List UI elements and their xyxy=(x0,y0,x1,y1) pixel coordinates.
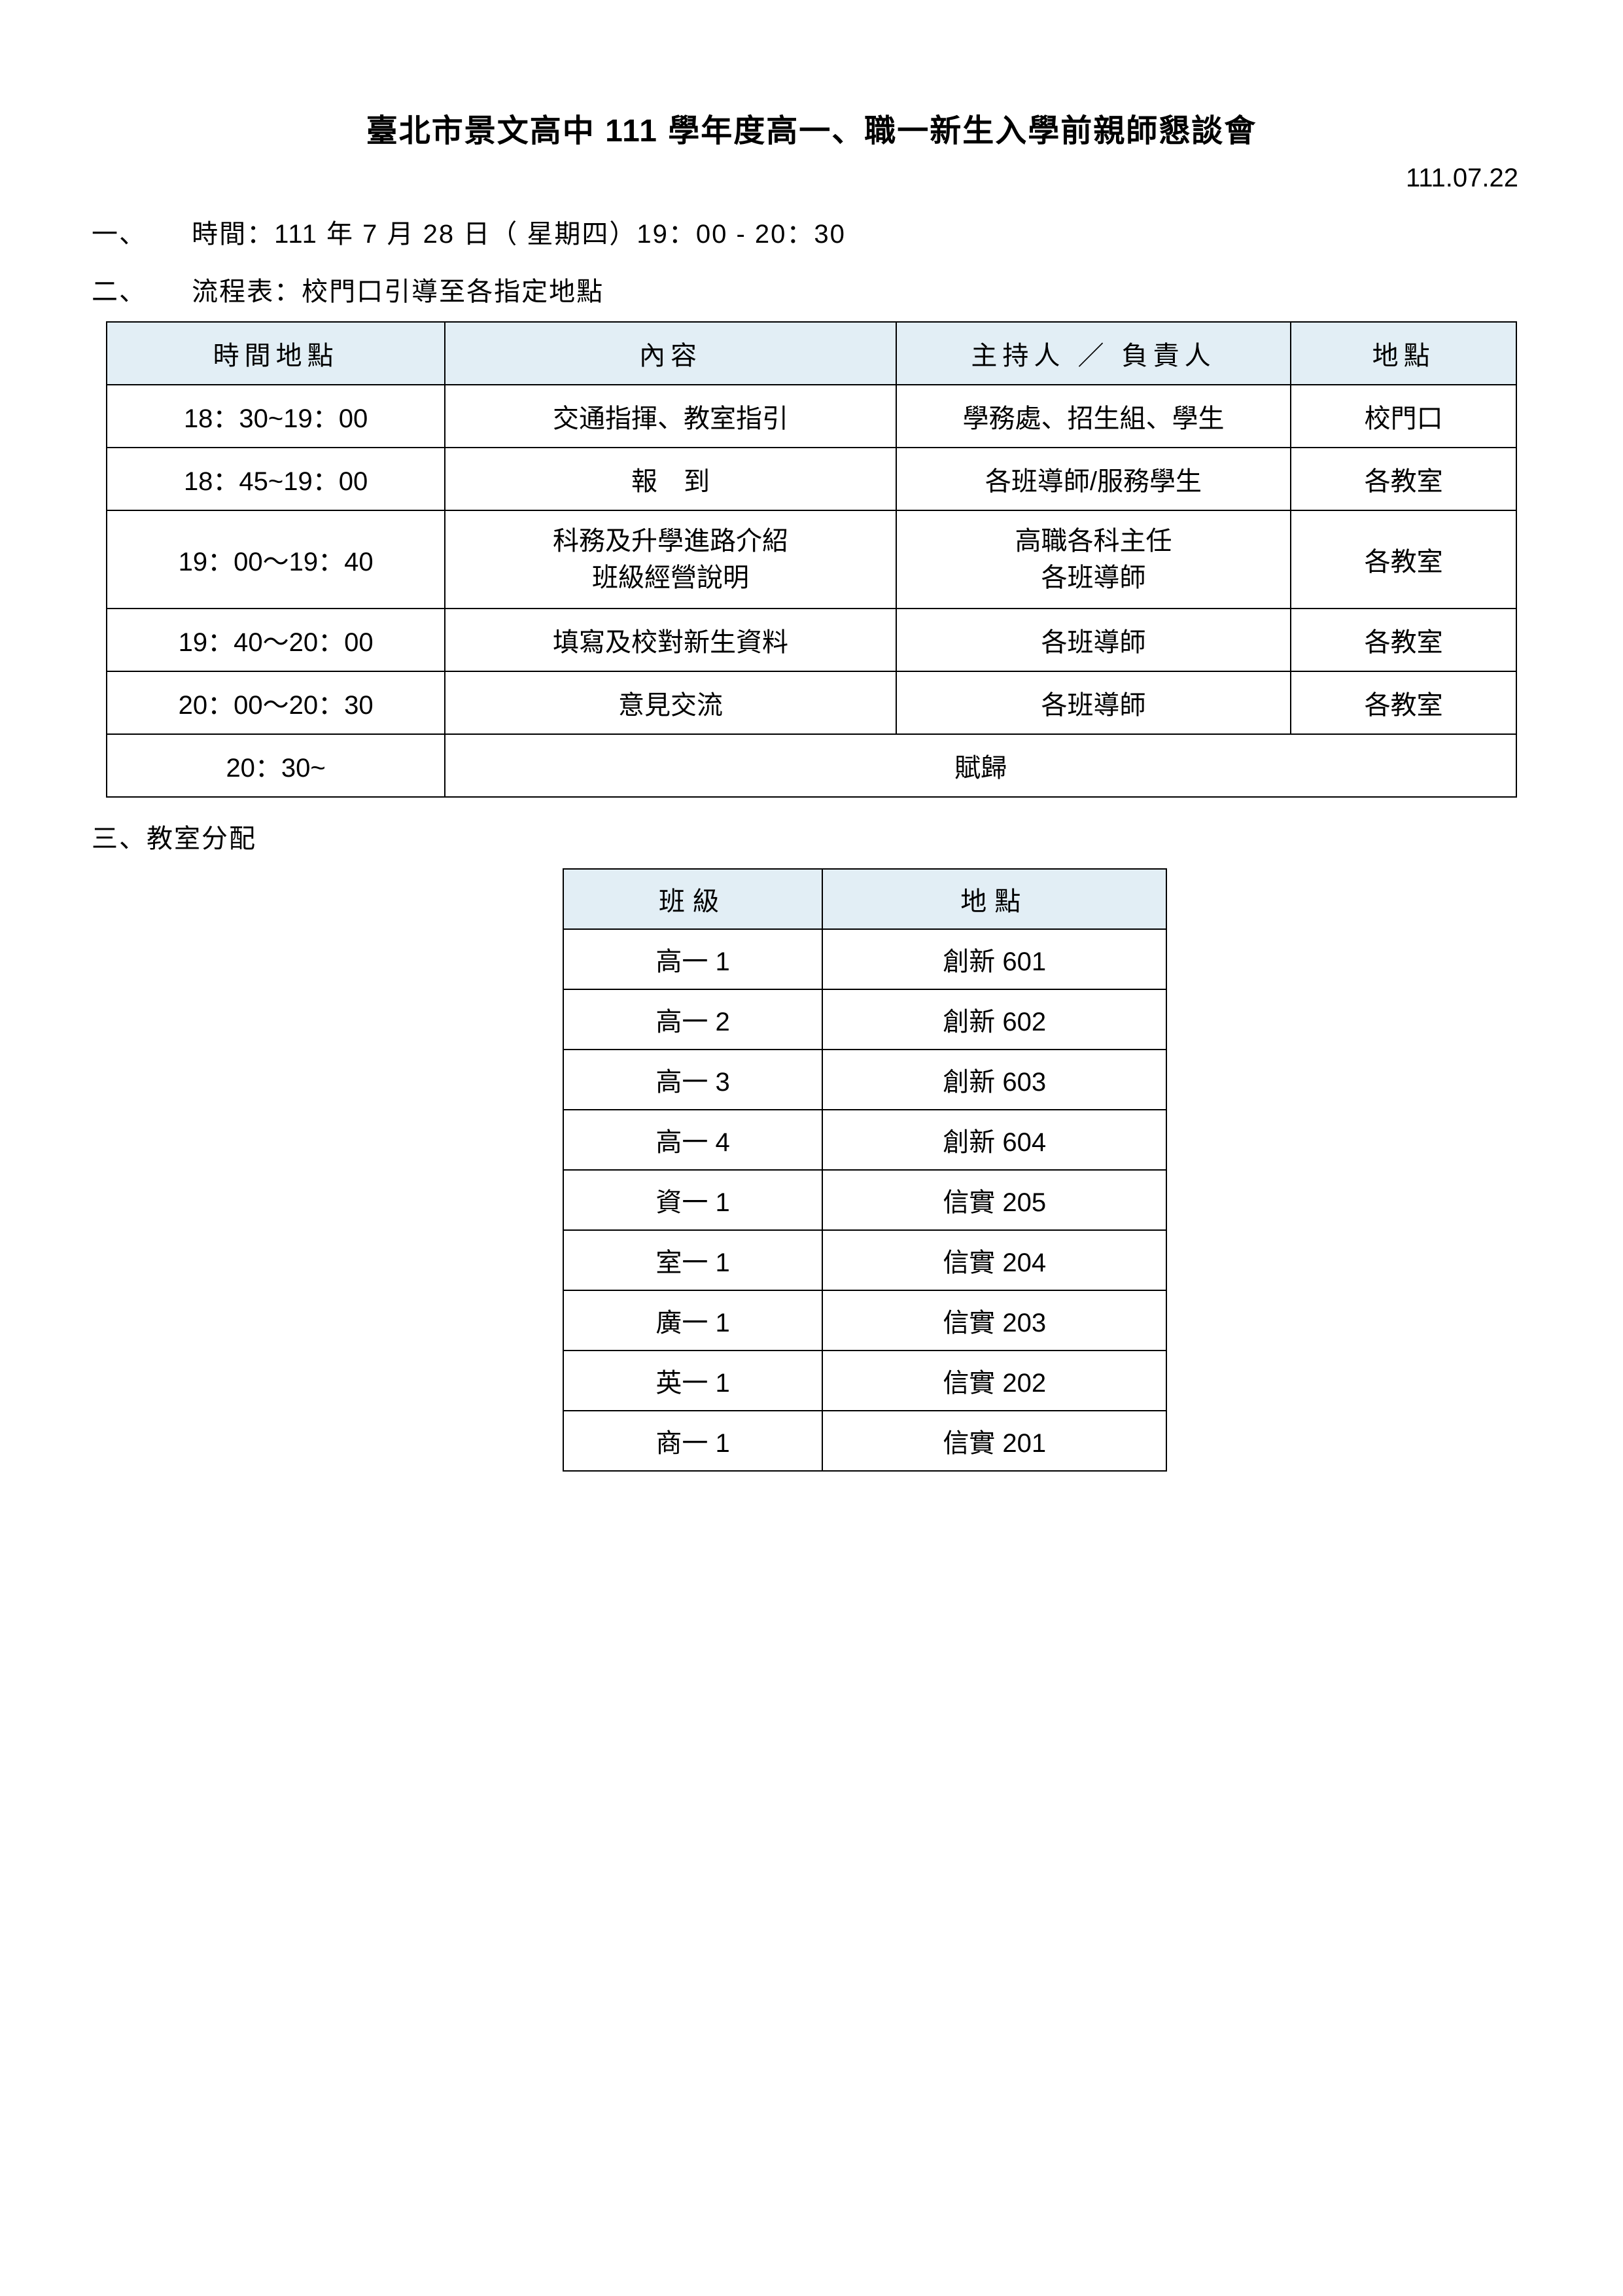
classroom-col-class: 班級 xyxy=(563,869,822,929)
table-row: 18：45~19：00報 到各班導師/服務學生各教室 xyxy=(107,448,1516,510)
schedule-cell-host: 各班導師/服務學生 xyxy=(896,448,1291,510)
table-row: 20：00～20：30意見交流各班導師各教室 xyxy=(107,671,1516,734)
classroom-cell-room: 創新 604 xyxy=(822,1110,1166,1170)
schedule-cell-place: 校門口 xyxy=(1291,385,1516,448)
document-page: 臺北市景文高中 111 學年度高一、職一新生入學前親師懇談會 111.07.22… xyxy=(0,0,1623,1472)
table-row: 室一 1信實 204 xyxy=(563,1230,1166,1290)
section-one-num: 一、 xyxy=(92,213,183,251)
classroom-cell-room: 信實 204 xyxy=(822,1230,1166,1290)
schedule-cell-time: 19：00～19：40 xyxy=(107,510,445,609)
classroom-cell-class: 高一 4 xyxy=(563,1110,822,1170)
schedule-col-content: 內容 xyxy=(445,322,896,385)
classroom-cell-room: 創新 601 xyxy=(822,929,1166,989)
classroom-cell-class: 商一 1 xyxy=(563,1411,822,1471)
table-row: 廣一 1信實 203 xyxy=(563,1290,1166,1351)
schedule-cell-time: 18：30~19：00 xyxy=(107,385,445,448)
document-title: 臺北市景文高中 111 學年度高一、職一新生入學前親師懇談會 xyxy=(92,105,1531,150)
schedule-cell-place: 各教室 xyxy=(1291,671,1516,734)
classroom-cell-room: 信實 201 xyxy=(822,1411,1166,1471)
schedule-cell-content: 交通指揮、教室指引 xyxy=(445,385,896,448)
classroom-cell-class: 英一 1 xyxy=(563,1351,822,1411)
table-row: 資一 1信實 205 xyxy=(563,1170,1166,1230)
schedule-cell-place: 各教室 xyxy=(1291,510,1516,609)
table-row: 英一 1信實 202 xyxy=(563,1351,1166,1411)
classroom-cell-class: 高一 2 xyxy=(563,989,822,1050)
schedule-body: 18：30~19：00交通指揮、教室指引學務處、招生組、學生校門口18：45~1… xyxy=(107,385,1516,797)
table-row: 19：00～19：40科務及升學進路介紹班級經營說明高職各科主任各班導師各教室 xyxy=(107,510,1516,609)
table-row: 高一 4創新 604 xyxy=(563,1110,1166,1170)
classroom-cell-room: 信實 205 xyxy=(822,1170,1166,1230)
schedule-col-time: 時間地點 xyxy=(107,322,445,385)
table-row: 19：40～20：00填寫及校對新生資料各班導師各教室 xyxy=(107,609,1516,671)
classroom-body: 高一 1創新 601高一 2創新 602高一 3創新 603高一 4創新 604… xyxy=(563,929,1166,1471)
classroom-cell-room: 信實 203 xyxy=(822,1290,1166,1351)
section-one-text: 時間：111 年 7 月 28 日（ 星期四）19：00 - 20：30 xyxy=(192,220,846,249)
schedule-cell-content: 報 到 xyxy=(445,448,896,510)
classroom-cell-room: 創新 602 xyxy=(822,989,1166,1050)
schedule-cell-host: 學務處、招生組、學生 xyxy=(896,385,1291,448)
classroom-cell-class: 廣一 1 xyxy=(563,1290,822,1351)
table-row: 高一 2創新 602 xyxy=(563,989,1166,1050)
classroom-header-row: 班級 地點 xyxy=(563,869,1166,929)
table-row: 18：30~19：00交通指揮、教室指引學務處、招生組、學生校門口 xyxy=(107,385,1516,448)
section-two-num: 二、 xyxy=(92,270,183,308)
schedule-cell-time: 20：00～20：30 xyxy=(107,671,445,734)
schedule-table: 時間地點 內容 主持人 ／ 負責人 地點 18：30~19：00交通指揮、教室指… xyxy=(106,321,1517,798)
schedule-cell-content: 意見交流 xyxy=(445,671,896,734)
classroom-cell-class: 高一 1 xyxy=(563,929,822,989)
schedule-cell-merged: 賦歸 xyxy=(445,734,1516,797)
schedule-cell-time: 20：30~ xyxy=(107,734,445,797)
classroom-table: 班級 地點 高一 1創新 601高一 2創新 602高一 3創新 603高一 4… xyxy=(563,868,1167,1472)
classroom-cell-class: 資一 1 xyxy=(563,1170,822,1230)
issue-date: 111.07.22 xyxy=(92,164,1531,193)
schedule-col-place: 地點 xyxy=(1291,322,1516,385)
classroom-cell-class: 室一 1 xyxy=(563,1230,822,1290)
schedule-header-row: 時間地點 內容 主持人 ／ 負責人 地點 xyxy=(107,322,1516,385)
table-row: 20：30~賦歸 xyxy=(107,734,1516,797)
classroom-col-room: 地點 xyxy=(822,869,1166,929)
schedule-col-host: 主持人 ／ 負責人 xyxy=(896,322,1291,385)
section-three: 三、教室分配 xyxy=(92,817,1531,855)
schedule-cell-place: 各教室 xyxy=(1291,448,1516,510)
classroom-cell-class: 高一 3 xyxy=(563,1050,822,1110)
classroom-cell-room: 創新 603 xyxy=(822,1050,1166,1110)
table-row: 商一 1信實 201 xyxy=(563,1411,1166,1471)
section-two-text: 流程表：校門口引導至各指定地點 xyxy=(192,277,604,306)
table-row: 高一 1創新 601 xyxy=(563,929,1166,989)
schedule-cell-host: 各班導師 xyxy=(896,671,1291,734)
schedule-cell-host: 各班導師 xyxy=(896,609,1291,671)
schedule-cell-time: 18：45~19：00 xyxy=(107,448,445,510)
section-one: 一、 時間：111 年 7 月 28 日（ 星期四）19：00 - 20：30 xyxy=(92,213,1531,251)
schedule-cell-time: 19：40～20：00 xyxy=(107,609,445,671)
table-row: 高一 3創新 603 xyxy=(563,1050,1166,1110)
schedule-cell-content: 填寫及校對新生資料 xyxy=(445,609,896,671)
schedule-cell-host: 高職各科主任各班導師 xyxy=(896,510,1291,609)
schedule-cell-place: 各教室 xyxy=(1291,609,1516,671)
schedule-cell-content: 科務及升學進路介紹班級經營說明 xyxy=(445,510,896,609)
section-two: 二、 流程表：校門口引導至各指定地點 xyxy=(92,270,1531,308)
classroom-cell-room: 信實 202 xyxy=(822,1351,1166,1411)
